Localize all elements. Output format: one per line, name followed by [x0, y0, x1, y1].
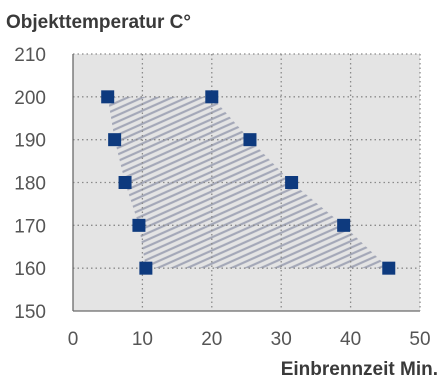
x-axis-label: Einbrennzeit Min. — [281, 359, 438, 380]
tick-labels: 150 160 170 180 190 200 210 0 10 20 30 40 50 — [14, 45, 430, 350]
y-tick-label: 180 — [14, 174, 46, 195]
x-tick-label: 40 — [340, 329, 361, 350]
y-tick-label: 190 — [14, 131, 46, 152]
markers — [101, 90, 396, 275]
data-point — [285, 176, 299, 189]
x-tick-label: 20 — [201, 329, 222, 350]
data-point — [382, 261, 396, 275]
data-point — [132, 218, 146, 232]
x-tick-label: 10 — [132, 329, 153, 350]
data-point — [101, 90, 115, 104]
x-tick-label: 30 — [271, 329, 292, 350]
x-tick-label: 0 — [68, 329, 79, 350]
data-point — [139, 261, 153, 275]
x-tick-label: 50 — [409, 329, 430, 350]
y-tick-label: 170 — [14, 216, 46, 237]
y-tick-label: 200 — [14, 88, 46, 109]
data-point — [205, 90, 219, 104]
grid — [73, 53, 421, 311]
data-point — [118, 176, 132, 189]
y-tick-label: 160 — [14, 259, 46, 280]
data-point — [108, 133, 122, 147]
y-axis-label: Objekttemperatur C° — [6, 12, 191, 33]
y-tick-label: 150 — [14, 302, 46, 323]
y-tick-label: 210 — [14, 45, 46, 66]
data-point — [337, 218, 351, 232]
data-point — [243, 133, 257, 147]
axes — [72, 54, 420, 312]
